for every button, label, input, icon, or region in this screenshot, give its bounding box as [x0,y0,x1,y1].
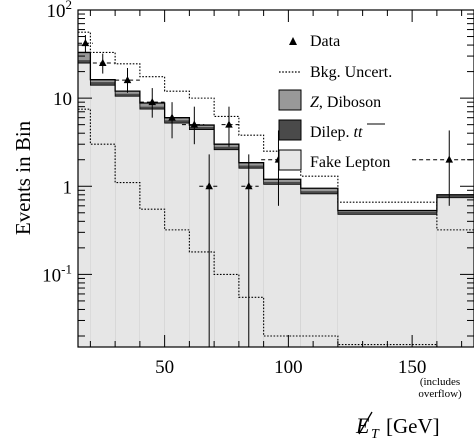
legend-fake-swatch [278,149,302,171]
legend-zdiboson-swatch [278,89,302,111]
legend-label-zdiboson: Z, Diboson [310,94,381,111]
overflow-note-line-2: overflow) [418,388,462,400]
data-point [412,130,474,206]
legend-entry-data: Data [289,33,340,50]
plot-frame [77,9,474,348]
data-point [181,106,205,145]
data-point [115,67,140,93]
legend-entry-zdiboson: Z, Diboson [278,89,381,111]
y-tick-label: 102 [47,0,73,22]
uncertainty-lower [78,108,474,348]
bar-fake-lepton [214,149,239,347]
x-tick-label: 100 [274,357,303,378]
data-point [241,154,259,347]
x-tick-label: 50 [155,357,174,378]
bar-fake-lepton [436,197,474,347]
data-point [92,53,116,74]
bar-fake-lepton [300,193,338,347]
data-point-marker [168,113,176,121]
legend-label-uncert: Bkg. Uncert. [310,64,392,81]
data-point-marker [148,97,157,106]
data-point-marker [190,120,199,128]
data-point-marker [445,155,454,163]
legend: Data Bkg. Uncert. Z, Diboson Dilep. tt F… [278,33,392,171]
data-point [221,106,239,147]
bar-fake-lepton [164,123,190,347]
legend-label-data: Data [310,33,340,50]
bar-fake-lepton [189,129,215,347]
data-point-marker [123,75,132,84]
legend-data-marker [289,37,297,45]
legend-entry-uncert: Bkg. Uncert. [279,64,392,81]
fake-lepton-outline [78,62,474,215]
x-axis-title-slash [358,411,373,435]
x-axis-title-unit: [GeV] [386,414,440,438]
bar-fake-lepton [238,168,264,347]
data-point-marker [244,182,253,190]
y-axis-title: Events in Bin [11,120,35,235]
data-point [78,35,93,53]
y-tick-label: 1 [63,177,73,198]
data-point-marker [225,120,233,128]
legend-label-fake: Fake Lepton [310,154,390,171]
uncertainty-upper [78,31,474,231]
axes: 50 100 150 10-1 1 10 102 [42,0,474,378]
bar-fake-lepton [337,214,437,347]
data-point [199,154,220,347]
data-point [139,88,165,118]
x-axis-title: E T [GeV] [355,411,440,439]
bar-fake-lepton [90,85,116,347]
data-point-marker [98,58,107,66]
y-tick-label: 10 [53,89,72,110]
bar-fake-lepton [139,109,165,347]
data-point-marker [205,182,213,190]
legend-label-ttbar: Dilep. tt [310,124,363,141]
bar-fake-lepton [263,184,301,347]
x-tick-label: 150 [398,357,427,378]
x-axis-title-symbol: E [355,413,370,438]
data-point-marker [81,39,90,47]
x-axis-title-subscript: T [371,427,380,439]
bar-fake-lepton [115,96,140,347]
plot-area [78,31,474,348]
legend-entry-fake: Fake Lepton [278,149,390,171]
data-point [164,102,182,139]
overflow-note-line-1: (includes [420,376,460,388]
legend-ttbar-swatch [278,119,302,141]
y-tick-label: 10-1 [42,261,72,286]
legend-entry-ttbar: Dilep. tt [278,119,385,141]
bar-fake-lepton [78,63,91,348]
